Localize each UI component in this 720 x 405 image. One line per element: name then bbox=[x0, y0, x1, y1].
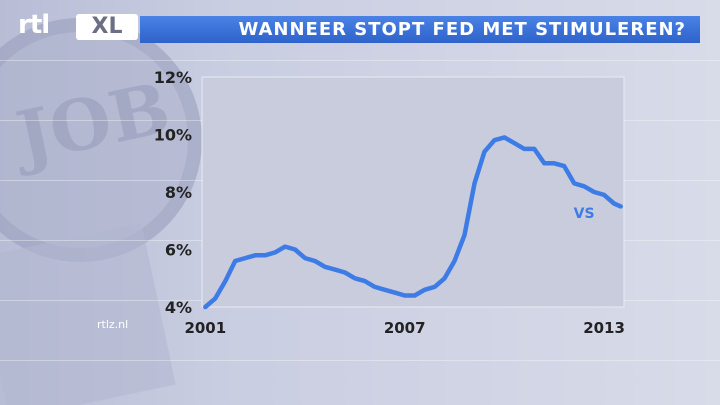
plot-area bbox=[201, 76, 625, 308]
title-bar: WANNEER STOPT FED MET STIMULEREN? bbox=[140, 16, 700, 43]
logo-text: rtl bbox=[18, 10, 50, 40]
y-axis-ticks: 4% 6% 8% 10% 12% bbox=[154, 68, 192, 317]
series-label: VS bbox=[574, 206, 595, 222]
x-tick-label: 2013 bbox=[583, 319, 625, 337]
series-layer bbox=[203, 135, 623, 310]
y-tick-label: 6% bbox=[165, 241, 192, 260]
y-tick-label: 4% bbox=[165, 298, 192, 317]
x-axis-ticks: 2001 2007 2013 bbox=[184, 319, 624, 337]
series-line-vs bbox=[203, 135, 623, 310]
annotation-layer: VS bbox=[574, 206, 595, 222]
y-tick-label: 12% bbox=[154, 68, 192, 87]
chart-title: WANNEER STOPT FED MET STIMULEREN? bbox=[238, 19, 686, 40]
x-tick-label: 2007 bbox=[384, 319, 426, 337]
x-tick-label: 2001 bbox=[184, 319, 226, 337]
logo-badge: XL bbox=[76, 14, 138, 40]
y-tick-label: 8% bbox=[165, 183, 192, 202]
site-label: rtlz.nl bbox=[97, 318, 129, 331]
y-tick-label: 10% bbox=[154, 126, 192, 145]
